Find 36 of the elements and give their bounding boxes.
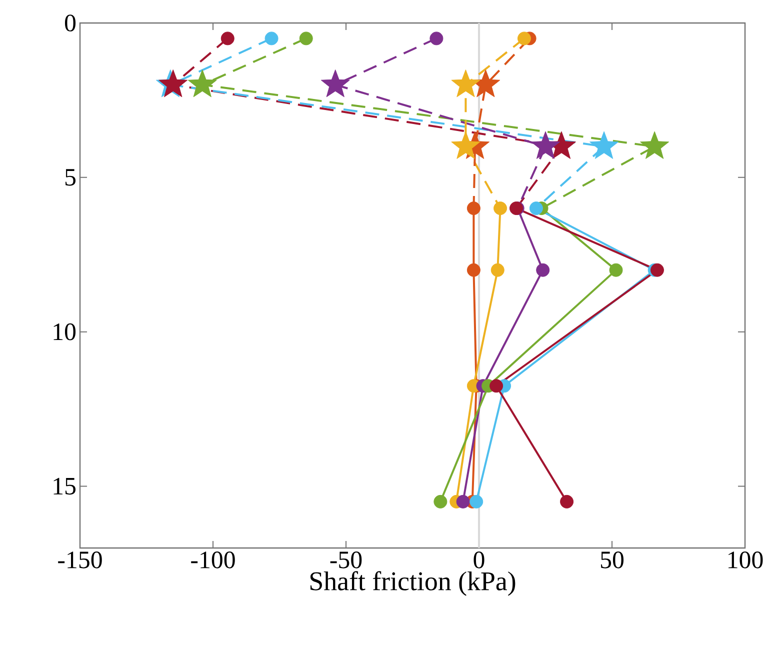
point xyxy=(490,379,504,393)
point xyxy=(466,263,480,277)
point xyxy=(434,494,448,508)
y-tick-label: 5 xyxy=(65,169,76,186)
point xyxy=(299,32,313,46)
point xyxy=(609,263,623,277)
point xyxy=(536,263,550,277)
point xyxy=(490,263,504,277)
point xyxy=(650,263,664,277)
point xyxy=(456,494,470,508)
point xyxy=(451,131,480,159)
point xyxy=(560,494,574,508)
point xyxy=(188,70,217,98)
point xyxy=(590,131,619,159)
x-tick-label: -50 xyxy=(330,552,362,568)
y-tick-label: 15 xyxy=(54,478,76,495)
x-tick-label: 50 xyxy=(601,552,624,568)
point xyxy=(220,32,234,46)
point xyxy=(517,32,531,46)
y-tick-label: 0 xyxy=(64,14,76,32)
point xyxy=(320,70,350,98)
x-tick-label: -150 xyxy=(58,552,102,568)
x-tick-label: 0 xyxy=(474,552,484,568)
y-tick-label: 10 xyxy=(54,323,76,340)
point xyxy=(640,131,670,159)
point xyxy=(466,202,480,216)
x-tick-label: 100 xyxy=(728,552,763,568)
point xyxy=(451,70,480,98)
x-axis-title: Shaft friction (kPa) xyxy=(310,571,516,596)
point xyxy=(494,202,508,216)
point xyxy=(470,494,484,508)
x-tick-label: -100 xyxy=(191,552,235,568)
point xyxy=(430,32,444,46)
point xyxy=(264,32,278,46)
point xyxy=(530,131,560,159)
point xyxy=(529,202,543,216)
